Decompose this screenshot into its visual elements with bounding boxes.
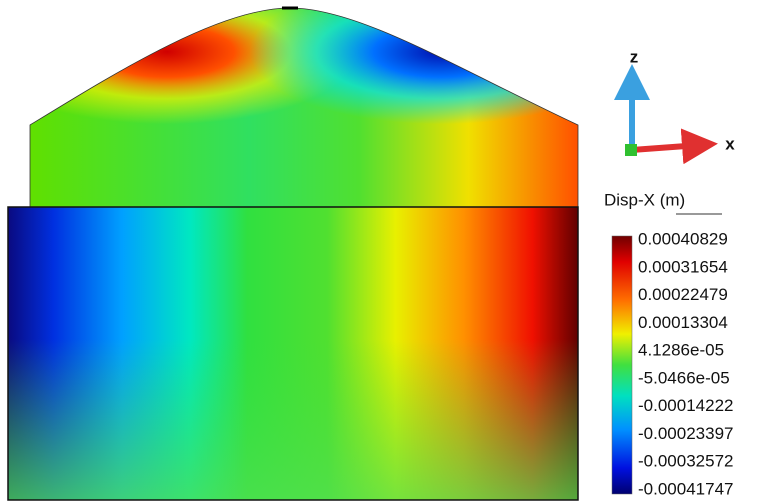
upper-body: [30, 8, 578, 207]
legend-label: 0.00022479: [638, 285, 728, 304]
triad-x-label: x: [725, 134, 735, 153]
legend-label: -0.00023397: [638, 424, 733, 443]
legend-label: 4.1286e-05: [638, 341, 724, 360]
legend-labels: 0.00040829 0.00031654 0.00022479 0.00013304…: [638, 229, 733, 498]
lower-body: [7, 206, 579, 501]
legend-label: -0.00032572: [638, 452, 733, 471]
triad-z-label: z: [630, 47, 639, 66]
legend-label: -5.0466e-05: [638, 368, 730, 387]
color-bar: [611, 235, 633, 495]
legend-label: 0.00013304: [638, 313, 728, 332]
axis-triad: z x: [614, 47, 735, 165]
legend-label: -0.00041747: [638, 479, 733, 498]
legend-label: -0.00014222: [638, 396, 733, 415]
legend-label: 0.00031654: [638, 257, 728, 276]
legend-title: Disp-X (m): [604, 190, 685, 209]
legend-label: 0.00040829: [638, 229, 728, 248]
